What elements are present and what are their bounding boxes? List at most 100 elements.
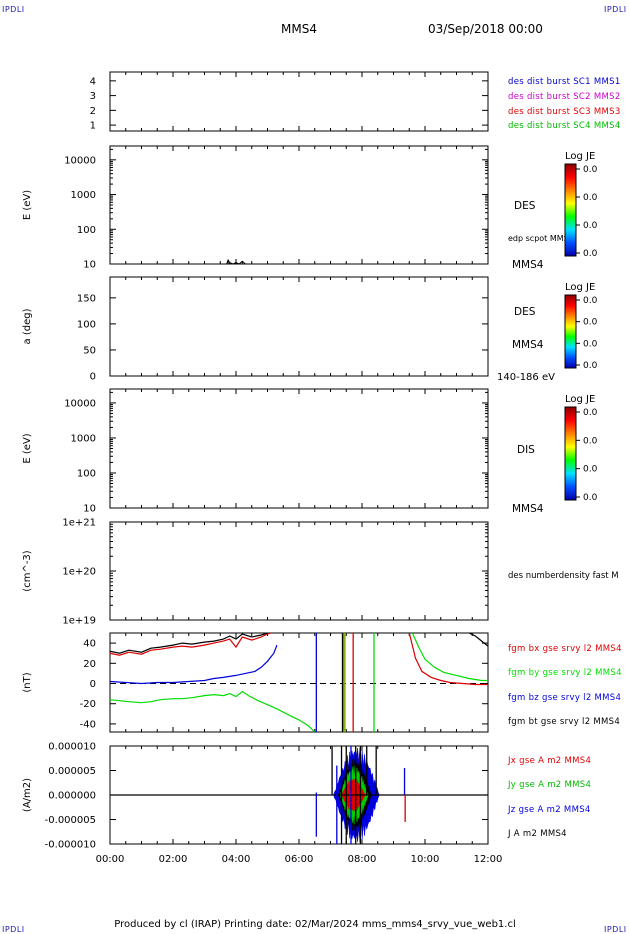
legend-entry: fgm bt gse srvy l2 MMS4 <box>508 717 620 727</box>
species-label: DIS <box>517 444 535 456</box>
series-line-by <box>110 690 316 732</box>
panel-frame <box>109 521 489 621</box>
spacecraft-label: MMS4 <box>512 259 544 271</box>
panel-burst: 1 2 3 4 des dist burst SC1 MMS1 des dist burs… <box>90 71 621 132</box>
series-line-by_late <box>411 633 488 682</box>
panel-frame <box>109 71 489 132</box>
y-tick-label: 0.000005 <box>48 766 96 777</box>
series-line-bz <box>110 644 278 685</box>
y-tick-label: -40 <box>80 719 96 730</box>
panel-frame <box>109 276 489 377</box>
species-label: DES <box>514 306 536 318</box>
spacecraft-title: MMS4 <box>281 22 317 36</box>
y-tick-label: 150 <box>77 293 96 304</box>
y-tick-label: 4 <box>90 76 96 87</box>
y-tick-label: 1e+19 <box>62 616 96 627</box>
y-axis-label: a (deg) <box>22 308 33 344</box>
legend-entry: Jy gse A m2 MMS4 <box>507 780 591 790</box>
y-tick-label: 2 <box>90 106 96 117</box>
y-axis-label: E (eV) <box>22 433 33 463</box>
time-tick-label: 12:00 <box>474 854 503 865</box>
y-tick-label: 0.000010 <box>48 742 96 753</box>
legend-entry: des dist burst SC1 MMS1 <box>508 77 621 87</box>
colorbar-tick-label: 0.0 <box>583 465 598 475</box>
date-title: 03/Sep/2018 00:00 <box>428 22 543 36</box>
y-tick-label: 50 <box>83 345 96 356</box>
y-tick-label: 0.000000 <box>48 791 96 802</box>
series-line-bx <box>110 633 271 656</box>
colorbar-2: Log JE 0.0 0.0 0.0 0.0 <box>564 394 598 503</box>
colorbar-title: Log JE <box>565 151 595 162</box>
y-tick-label: 1e+21 <box>62 518 96 529</box>
colorbar-scale <box>564 294 577 369</box>
y-tick-label: 20 <box>83 659 96 670</box>
time-tick-label: 04:00 <box>222 854 251 865</box>
series-line-bt_late <box>468 633 488 647</box>
species-label: DES <box>514 200 536 212</box>
footer-credit: Produced by cl (IRAP) Printing date: 02/… <box>114 919 516 930</box>
y-tick-label: 40 <box>83 639 96 650</box>
panel-fgm: -40 -20 0 20 40 (nT) fgm bx gse srvy l2 MMS4 fg… <box>22 632 622 733</box>
legend-entry: des dist burst SC2 MMS2 <box>508 92 621 102</box>
colorbar-1: Log JE 0.0 0.0 0.0 0.0 <box>564 282 598 371</box>
y-tick-label: 100 <box>77 468 96 479</box>
time-tick-label: 00:00 <box>96 854 125 865</box>
colorbar-title: Log JE <box>565 394 595 405</box>
colorbar-tick-label: 0.0 <box>583 221 598 231</box>
corner-label-tl: IPDLI <box>2 5 25 14</box>
data-layer <box>110 746 488 844</box>
legend-entry: Jx gse A m2 MMS4 <box>507 756 591 766</box>
series-line-bt <box>110 633 270 654</box>
panel-des_pitch: 0 50 100 150 a (deg) DES MMS4 140-186 eV <box>22 276 555 383</box>
colorbar-tick-label: 0.0 <box>583 249 598 259</box>
time-tick-label: 02:00 <box>159 854 188 865</box>
y-axis-label: E (eV) <box>22 190 33 220</box>
colorbar-tick-label: 0.0 <box>583 193 598 203</box>
spacecraft-label: MMS4 <box>512 503 544 515</box>
y-tick-label: 1e+20 <box>62 567 96 578</box>
legend-entry: fgm bx gse srvy l2 MMS4 <box>508 644 622 654</box>
y-tick-label: 0 <box>90 372 96 383</box>
y-axis-label: (nT) <box>22 672 33 692</box>
corner-label-br: IPDLI <box>604 925 627 934</box>
time-tick-label: 08:00 <box>348 854 377 865</box>
colorbar-tick-label: 0.0 <box>583 339 598 349</box>
legend-entry: des numberdensity fast M <box>508 571 619 581</box>
colorbar-tick-label: 0.0 <box>583 361 598 371</box>
spacecraft-label: MMS4 <box>512 339 544 351</box>
colorbar-tick-label: 0.0 <box>583 493 598 503</box>
series-line-bx_late <box>408 633 488 686</box>
panel-current: -0.000010 -0.000005 0.000000 0.000005 0.0000… <box>22 742 591 851</box>
data-layer <box>110 633 488 732</box>
colorbar-scale <box>564 406 577 501</box>
y-tick-label: 1000 <box>71 190 96 201</box>
corner-label-tr: IPDLI <box>604 5 627 14</box>
y-axis-label: (cm^-3) <box>22 550 33 591</box>
colorbar-tick-label: 0.0 <box>583 408 598 418</box>
y-tick-label: -20 <box>80 699 96 710</box>
panel-density: 1e+19 1e+20 1e+21 (cm^-3) des numberdensity … <box>22 518 619 627</box>
panel-dis_energy: 10 100 1000 10000 E (eV) DIS MMS4 <box>22 388 544 515</box>
y-tick-label: 3 <box>90 91 96 102</box>
colorbar-tick-label: 0.0 <box>583 296 598 306</box>
colorbar-title: Log JE <box>565 282 595 293</box>
y-tick-label: 1000 <box>71 433 96 444</box>
y-tick-label: 100 <box>77 319 96 330</box>
energy-range-label: 140-186 eV <box>497 372 555 383</box>
y-tick-label: 10000 <box>64 155 96 166</box>
legend-entry: J A m2 MMS4 <box>507 829 567 839</box>
overlay-label: edp scpot MMS4 <box>508 234 574 243</box>
legend-entry: fgm bz gse srvy l2 MMS4 <box>508 693 621 703</box>
panel-frame <box>109 388 489 509</box>
colorbar-0: Log JE 0.0 0.0 0.0 0.0 <box>564 151 598 259</box>
y-axis-label: (A/m2) <box>22 778 33 812</box>
colorbar-tick-label: 0.0 <box>583 436 598 446</box>
y-tick-label: -0.000005 <box>45 815 96 826</box>
y-tick-label: 10 <box>83 504 96 515</box>
time-tick-label: 06:00 <box>285 854 314 865</box>
legend-entry: des dist burst SC4 MMS4 <box>508 121 621 131</box>
legend-entry: Jz gse A m2 MMS4 <box>507 805 591 815</box>
time-tick-label: 10:00 <box>411 854 440 865</box>
legend-entry: fgm by gse srvy l2 MMS4 <box>508 668 622 678</box>
